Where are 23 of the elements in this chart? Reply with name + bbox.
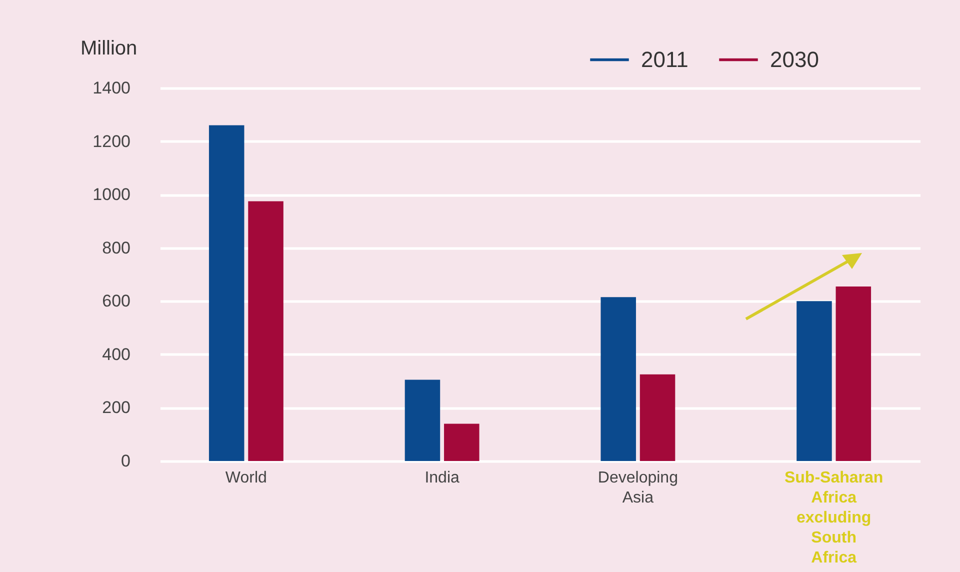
y-axis-title: Million: [80, 38, 138, 60]
x-tick-label: World: [225, 470, 267, 486]
bar: [248, 201, 284, 461]
bar: [796, 301, 832, 461]
bar: [444, 424, 480, 461]
legend-label: 2011: [641, 46, 688, 72]
x-tick-label: Sub-Saharan Africa excluding South Africa: [784, 470, 884, 566]
legend-label: 2030: [770, 46, 819, 72]
bar: [208, 125, 244, 461]
bar: [600, 297, 636, 461]
y-tick-label: 200: [102, 398, 130, 418]
y-tick-label: 400: [102, 344, 130, 364]
y-tick-label: 1400: [92, 78, 130, 98]
bar: [640, 374, 676, 461]
y-tick-label: 800: [102, 238, 130, 258]
bar: [836, 286, 872, 461]
y-tick-label: 1000: [92, 185, 130, 204]
y-tick-label: 0: [121, 452, 130, 470]
bar: [404, 380, 440, 461]
x-tick-label: India: [424, 470, 460, 486]
y-tick-label: 600: [102, 292, 130, 311]
y-tick-label: 1200: [92, 132, 130, 151]
x-tick-label: Developing Asia: [598, 470, 678, 506]
